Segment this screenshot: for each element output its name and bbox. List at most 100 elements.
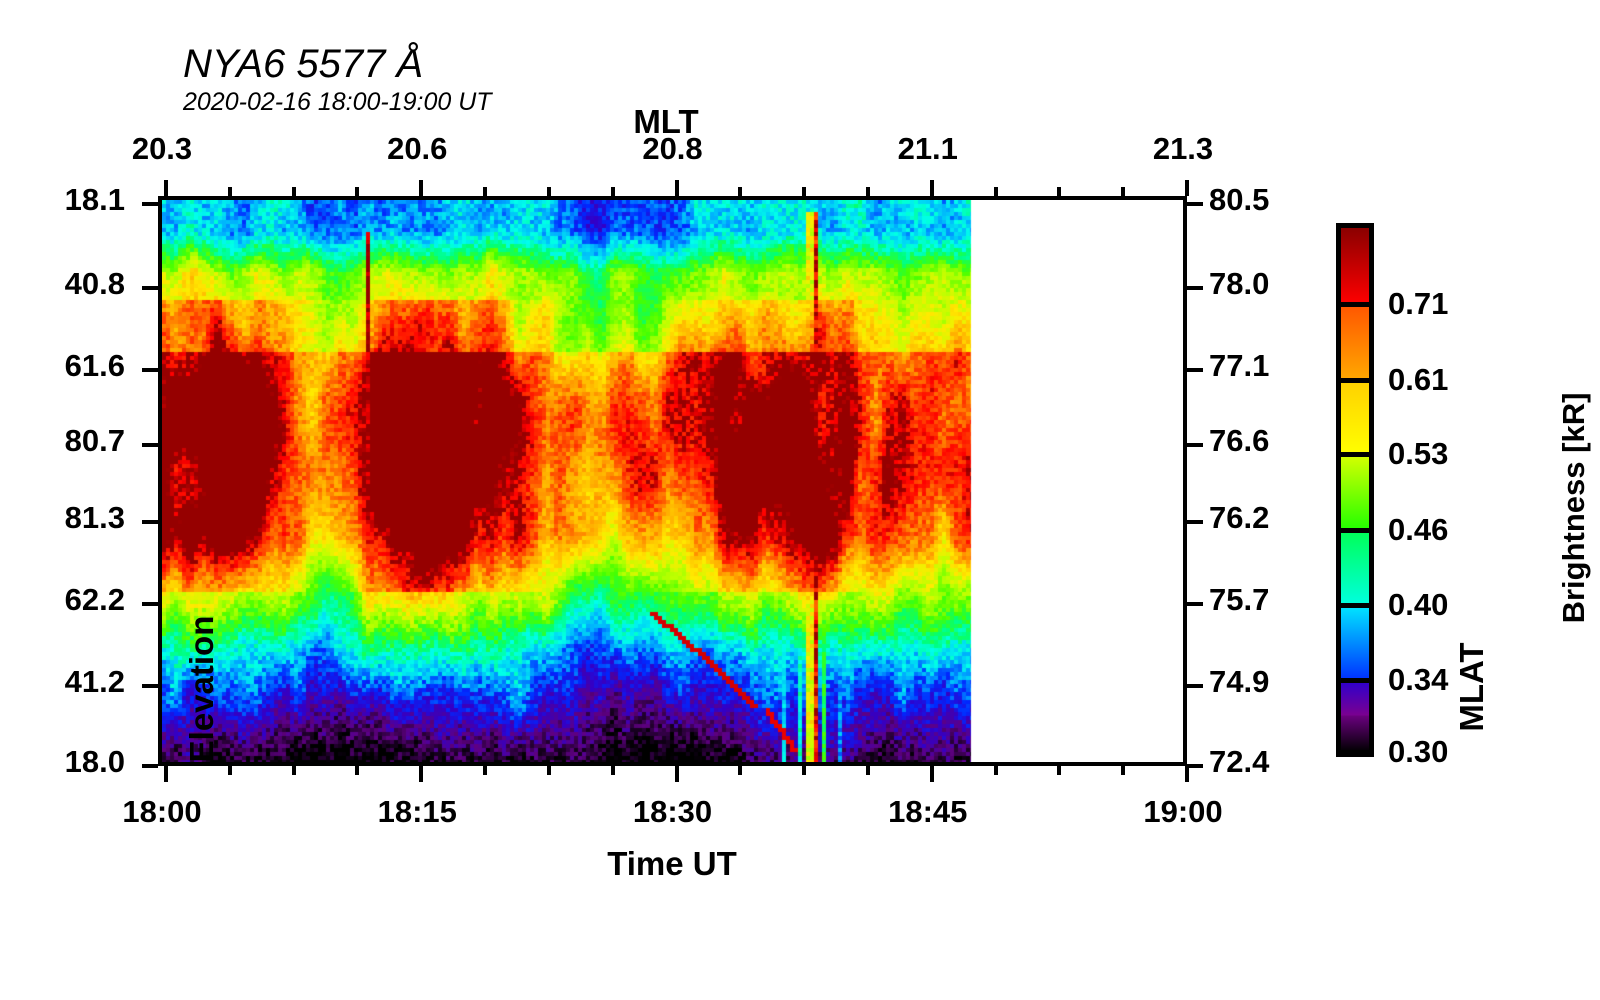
- axis-tick: [738, 766, 743, 775]
- elevation-axis-title: Elevation: [183, 615, 220, 763]
- mlat-tick-label: 80.5: [1209, 182, 1270, 217]
- axis-tick: [142, 442, 158, 447]
- keogram-plot-area: Elevation MLAT: [142, 180, 1490, 782]
- colorbar: [1336, 223, 1374, 757]
- axis-tick: [865, 766, 870, 775]
- colorbar-divider: [1341, 677, 1369, 683]
- mlt-tick-label: 20.8: [642, 131, 703, 166]
- axis-tick: [1187, 602, 1203, 607]
- mlt-tick-label: 21.1: [897, 131, 958, 166]
- elevation-tick-label: 18.1: [64, 182, 125, 217]
- axis-tick: [738, 187, 743, 196]
- axis-tick: [929, 766, 934, 782]
- axis-tick: [993, 766, 998, 775]
- elevation-tick-label: 61.6: [64, 347, 125, 383]
- elevation-tick-label: 18.0: [64, 744, 125, 779]
- axis-tick: [1121, 187, 1126, 196]
- axis-tick: [802, 766, 807, 775]
- mlat-tick-label: 75.7: [1209, 582, 1270, 618]
- axis-tick: [1187, 764, 1203, 768]
- axis-tick: [1187, 286, 1203, 291]
- axis-tick: [291, 766, 296, 775]
- axis-tick: [227, 187, 232, 196]
- axis-tick: [164, 180, 168, 196]
- axis-tick: [142, 367, 158, 372]
- axis-tick: [142, 602, 158, 607]
- axis-tick: [610, 766, 615, 775]
- axis-tick: [1121, 766, 1126, 775]
- axis-tick: [1187, 442, 1203, 447]
- mlat-tick-label: 72.4: [1209, 744, 1270, 779]
- time-tick-label: 18:30: [632, 794, 713, 829]
- axis-tick: [142, 286, 158, 291]
- mlat-tick-label: 74.9: [1209, 664, 1270, 700]
- axis-tick: [419, 180, 424, 196]
- axis-tick: [227, 766, 232, 775]
- axis-tick: [1185, 766, 1189, 782]
- colorbar-divider: [1341, 750, 1369, 755]
- axis-tick: [483, 766, 488, 775]
- axis-tick: [142, 764, 158, 768]
- elevation-tick-label: 41.2: [64, 664, 125, 700]
- axis-tick: [1185, 180, 1189, 196]
- colorbar-tick-label: 0.40: [1388, 587, 1449, 623]
- colorbar-title: Brightness [kR]: [1556, 392, 1591, 624]
- axis-tick: [355, 187, 360, 196]
- title-block: NYA6 5577 Å 2020-02-16 18:00-19:00 UT: [183, 42, 492, 117]
- colorbar-tick-label: 0.30: [1388, 734, 1449, 769]
- axis-tick: [865, 187, 870, 196]
- time-tick-label: 18:00: [122, 794, 202, 829]
- elevation-tick-label: 80.7: [64, 422, 125, 458]
- axis-tick: [546, 766, 551, 775]
- colorbar-tick-label: 0.71: [1388, 285, 1449, 321]
- elevation-tick-label: 40.8: [64, 266, 125, 302]
- axis-tick: [291, 187, 296, 196]
- colorbar-divider: [1341, 377, 1369, 383]
- axis-tick: [355, 766, 360, 775]
- time-tick-label: 18:15: [377, 794, 457, 829]
- time-tick-label: 19:00: [1143, 794, 1223, 829]
- elevation-tick-label: 81.3: [64, 499, 125, 535]
- mlt-tick-label: 21.3: [1152, 131, 1214, 166]
- axis-tick: [483, 187, 488, 196]
- axis-tick: [1187, 367, 1203, 372]
- axis-tick: [164, 766, 168, 782]
- axis-tick: [142, 519, 158, 524]
- axis-tick: [674, 180, 679, 196]
- elevation-tick-label: 62.2: [64, 582, 125, 618]
- axis-tick: [802, 187, 807, 196]
- time-axis-title: Time UT: [607, 845, 737, 882]
- mlat-tick-label: 76.2: [1209, 499, 1270, 535]
- page-title: NYA6 5577 Å: [183, 42, 424, 86]
- colorbar-divider: [1341, 603, 1369, 609]
- mlat-axis-title: MLAT: [1453, 642, 1490, 732]
- axis-tick: [993, 187, 998, 196]
- mlat-tick-label: 77.1: [1209, 347, 1270, 383]
- axis-tick: [546, 187, 551, 196]
- axis-tick: [610, 187, 615, 196]
- mlat-tick-label: 76.6: [1209, 422, 1270, 458]
- mlt-tick-label: 20.3: [131, 131, 193, 166]
- mlt-tick-label: 20.6: [387, 131, 448, 166]
- colorbar-divider: [1341, 527, 1369, 533]
- axis-tick: [1187, 202, 1203, 206]
- mlat-tick-label: 78.0: [1209, 266, 1270, 302]
- colorbar-gradient: [1341, 228, 1369, 755]
- colorbar-tick-label: 0.61: [1388, 361, 1449, 397]
- axis-tick: [1057, 766, 1062, 775]
- axis-tick: [1187, 684, 1203, 689]
- axis-tick: [142, 684, 158, 689]
- time-tick-label: 18:45: [888, 794, 968, 829]
- axis-tick: [419, 766, 424, 782]
- page-subtitle: 2020-02-16 18:00-19:00 UT: [183, 88, 492, 116]
- axis-tick: [674, 766, 679, 782]
- keogram-image: [162, 200, 1183, 762]
- colorbar-tick-label: 0.34: [1388, 661, 1449, 697]
- colorbar-divider: [1341, 452, 1369, 458]
- colorbar-tick-label: 0.46: [1388, 511, 1449, 547]
- axis-tick: [1057, 187, 1062, 196]
- colorbar-tick-label: 0.53: [1388, 436, 1449, 472]
- colorbar-divider: [1341, 301, 1369, 307]
- axis-tick: [1187, 519, 1203, 524]
- axis-tick: [142, 202, 158, 206]
